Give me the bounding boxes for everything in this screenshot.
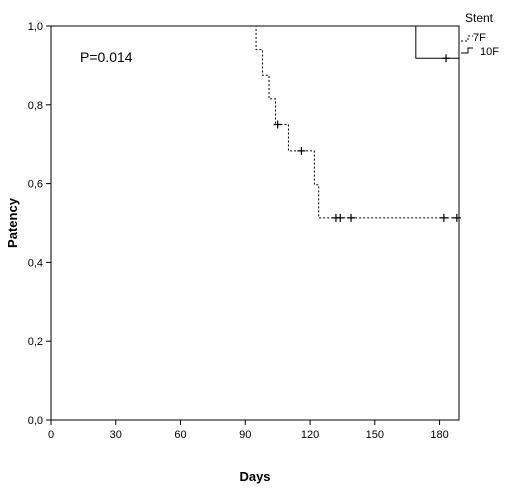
y-tick-label: 0,6: [28, 179, 43, 191]
x-tick-label: 90: [239, 429, 251, 441]
y-tick-label: 0,0: [28, 415, 43, 427]
x-tick-label: 30: [110, 429, 122, 441]
legend-10f-line: [461, 47, 473, 54]
y-axis: 0,0 0,2 0,4 0,6 0,8 1,0: [28, 21, 51, 427]
x-tick-label: 60: [174, 429, 186, 441]
series-7F-censor-mark: [452, 213, 461, 222]
x-tick-label: 0: [48, 429, 54, 441]
series-7F-curve: [51, 25, 459, 219]
series-7F-censor-mark: [439, 213, 448, 222]
y-tick-label: 0,2: [28, 336, 43, 348]
series-7F-censor-mark: [347, 213, 356, 222]
legend-7f-label: 7F: [473, 32, 486, 44]
p-value-annotation: P=0.014: [80, 49, 133, 65]
x-axis: 0 30 60 90 120 150 180: [48, 420, 449, 441]
y-tick-label: 0,4: [28, 257, 43, 269]
legend-title: Stent: [465, 11, 494, 25]
legend: Stent 7F 10F: [461, 11, 499, 58]
x-tick-label: 120: [301, 429, 319, 441]
series-layer: [51, 25, 461, 222]
y-tick-label: 1,0: [28, 21, 43, 33]
x-axis-title: Days: [239, 469, 270, 484]
y-axis-title: Patency: [5, 197, 20, 248]
series-7F-censor-mark: [273, 120, 282, 129]
x-tick-label: 150: [366, 429, 384, 441]
series-10F-curve: [51, 25, 459, 59]
legend-7f-line: [461, 35, 473, 42]
plot-area: [50, 25, 460, 421]
y-tick-label: 0,8: [28, 100, 43, 112]
x-tick-label: 180: [430, 429, 448, 441]
series-7F-censor-mark: [297, 146, 306, 155]
series-10F-censor-mark: [442, 54, 451, 63]
series-7F-censor-mark: [336, 213, 345, 222]
legend-10f-label: 10F: [480, 46, 499, 58]
